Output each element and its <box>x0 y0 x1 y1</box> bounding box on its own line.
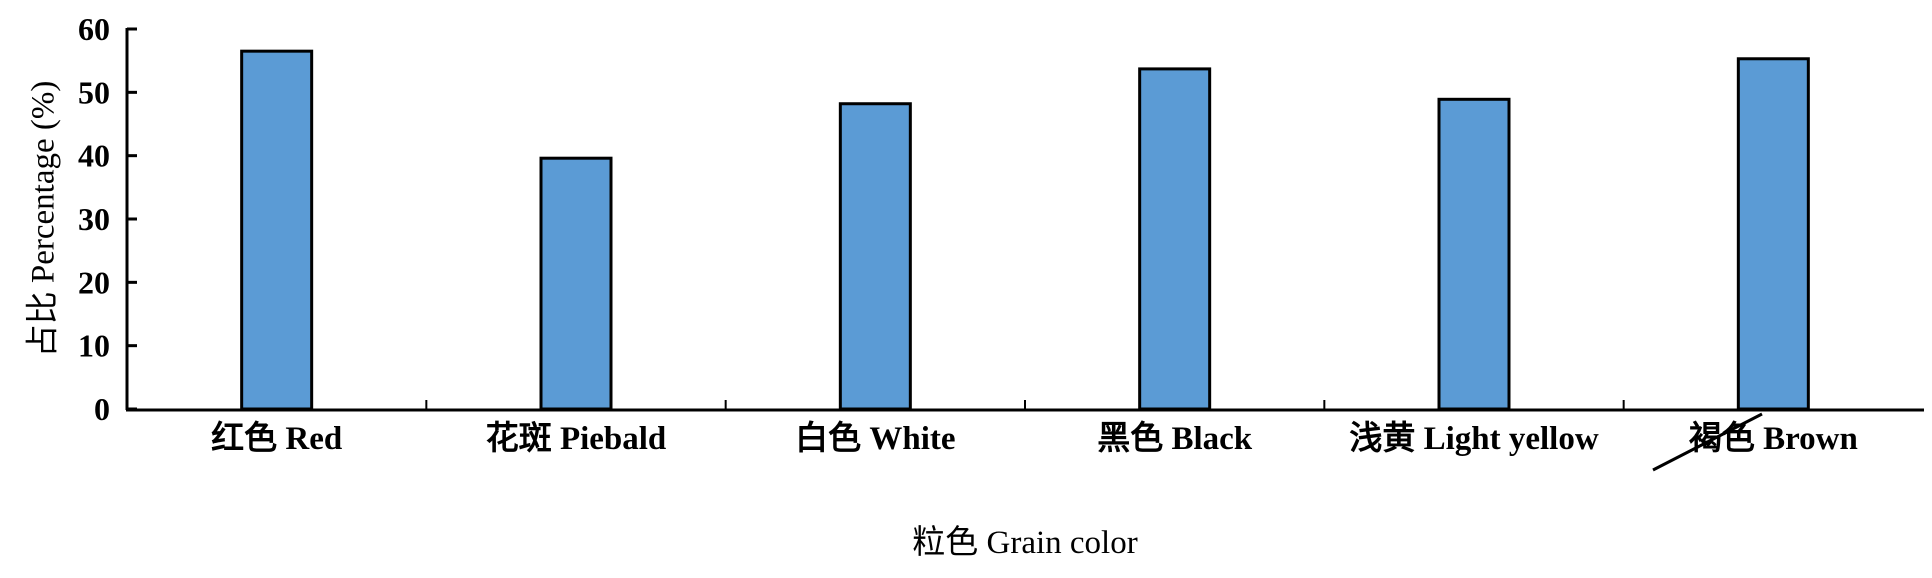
y-tick-label: 30 <box>78 201 110 237</box>
y-tick-label: 40 <box>78 138 110 174</box>
y-tick-label: 10 <box>78 328 110 364</box>
bar <box>1736 57 1810 411</box>
x-tick-label: 红色 Red <box>211 420 342 457</box>
x-ticks: 红色 Red 花斑 Piebald 白色 White 黑色 Black 浅黄 Light… <box>211 400 1858 457</box>
x-axis-title: 粒色 Grain color <box>912 524 1137 561</box>
x-tick-label: 花斑 Piebald <box>486 420 667 457</box>
bar <box>1138 67 1212 411</box>
stray-slash-mark <box>1652 412 1763 472</box>
bar <box>539 156 613 411</box>
bar <box>240 49 314 411</box>
y-tick-label: 50 <box>78 74 110 110</box>
bars <box>240 49 1810 411</box>
x-tick-label: 浅黄 Light yellow <box>1349 420 1599 457</box>
y-axis-title: 占比 Percentage (%) <box>25 81 62 358</box>
y-tick-label: 0 <box>94 391 110 427</box>
bar <box>1437 97 1511 411</box>
y-ticks: 0 10 20 30 40 50 60 <box>78 11 137 427</box>
y-tick-label: 20 <box>78 264 110 300</box>
x-tick-label: 白色 White <box>795 420 955 457</box>
bar <box>838 102 912 411</box>
y-tick-label: 60 <box>78 11 110 47</box>
x-tick-label: 黑色 Black <box>1097 420 1253 457</box>
